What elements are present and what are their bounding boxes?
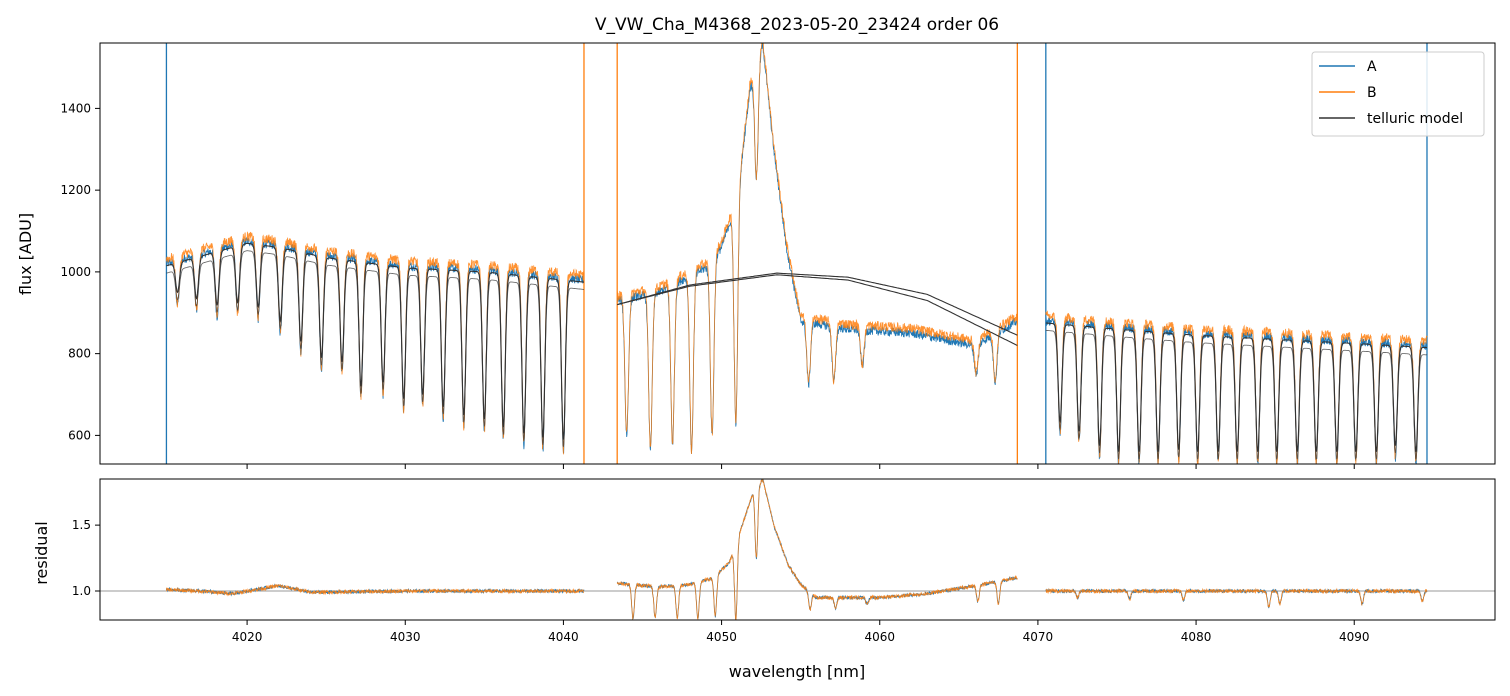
flux-panel-frame [99, 42, 1496, 465]
flux-y-tick-label: 600 [68, 428, 91, 442]
flux-y-ticks: 600 800 1000 1200 1400 [60, 101, 100, 442]
telluric-model-segment [166, 250, 585, 447]
flux-y-tick-label: 1000 [60, 265, 91, 279]
residual-b-segment [166, 583, 585, 597]
residual-y-tick-label: 1.0 [72, 584, 91, 598]
flux-y-axis-label: flux [ADU] [16, 213, 35, 295]
chart-title: V_VW_Cha_M4368_2023-05-20_23424 order 06 [595, 15, 999, 35]
legend-label-b: B [1367, 85, 1377, 101]
residual-series-b-line [166, 479, 1428, 620]
residual-x-tick-label: 4040 [548, 630, 579, 644]
residual-panel-frame [99, 478, 1496, 621]
residual-series-a-line [166, 479, 1428, 620]
legend: A B telluric model [1311, 51, 1485, 137]
residual-y-axis-label: residual [32, 521, 51, 584]
flux-y-tick-label: 1200 [60, 183, 91, 197]
telluric-model-segment [617, 272, 1018, 336]
residual-x-tick-label: 4070 [1023, 630, 1054, 644]
residual-x-tick-label: 4020 [232, 630, 263, 644]
residual-x-tick-label: 4080 [1181, 630, 1212, 644]
telluric-model-segment [1045, 329, 1428, 460]
flux-y-tick-label: 1400 [60, 101, 91, 115]
legend-label-a: A [1367, 59, 1377, 75]
flux-x-ticks [246, 464, 1355, 469]
telluric-model-line [166, 242, 1428, 460]
residual-x-tick-label: 4050 [706, 630, 737, 644]
residual-x-tick-label: 4060 [864, 630, 895, 644]
residual-y-ticks: 1.0 1.5 [72, 518, 100, 598]
residual-panel: 1.01.5 4020 4030 4040 4050 4060 4070 4080 4090 … [32, 478, 1496, 681]
series-b-segment [616, 43, 1018, 455]
residual-y-tick-label: 1.5 [72, 518, 91, 532]
flux-panel: 600 800 1000 1200 1400 flux [ADU] A B tellur… [16, 42, 1496, 469]
legend-label-telluric-model: telluric model [1367, 111, 1463, 127]
residual-x-tick-label: 4030 [390, 630, 421, 644]
legend-box [1311, 51, 1485, 137]
residual-b-segment [1045, 587, 1428, 608]
flux-y-tick-label: 800 [68, 347, 91, 361]
residual-x-tick-label: 4090 [1339, 630, 1370, 644]
series-a-line [165, 43, 1428, 464]
residual-x-ticks: 4020 4030 4040 4050 4060 4070 4080 4090 [232, 620, 1370, 644]
telluric-model-segment [617, 274, 1018, 346]
series-b-line [166, 43, 1428, 464]
series-a-segment [616, 43, 1018, 454]
x-axis-label: wavelength [nm] [729, 662, 866, 681]
residual-b-segment [616, 479, 1018, 620]
